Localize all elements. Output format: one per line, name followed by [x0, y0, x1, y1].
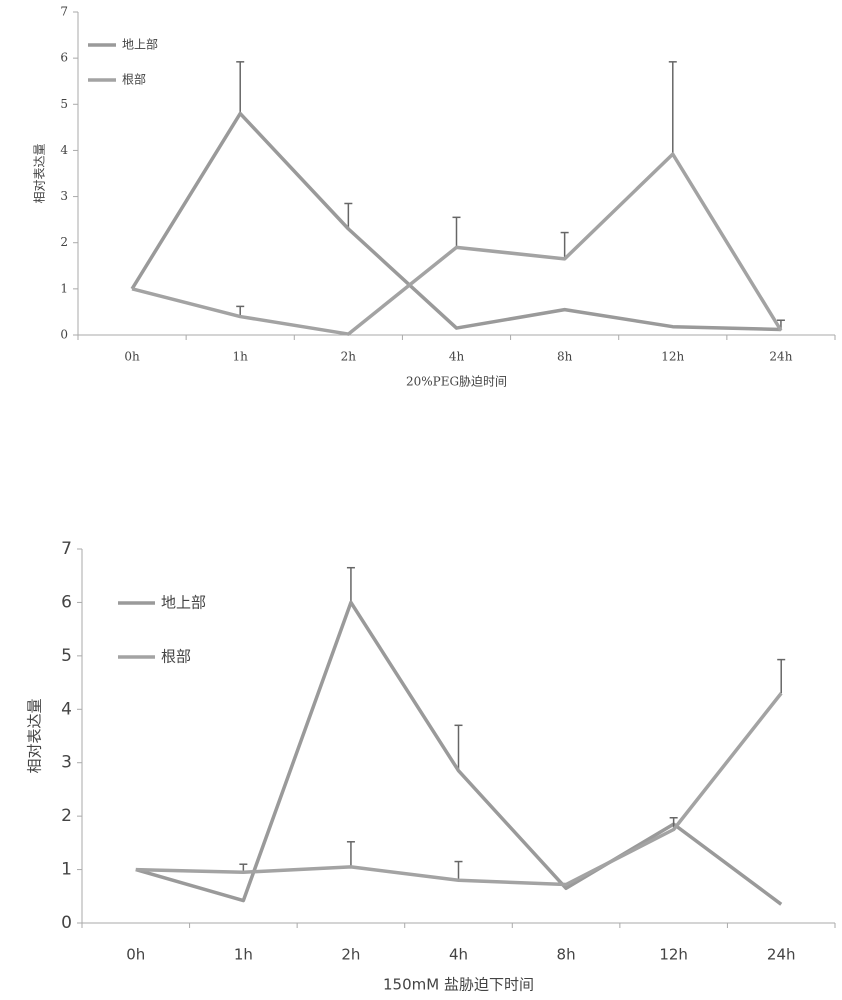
- error-bar: [454, 860, 463, 881]
- error-bar: [668, 61, 677, 155]
- legend-label: 地上部: [122, 37, 158, 52]
- error-bar: [346, 841, 355, 867]
- error-bar: [452, 216, 461, 248]
- y-axis-title: 相对表达量: [33, 143, 47, 203]
- y-tick-label: 7: [60, 5, 68, 19]
- y-tick-label: 2: [60, 235, 68, 249]
- legend-label: 地上部: [161, 594, 206, 612]
- y-tick-label: 3: [61, 753, 72, 773]
- x-tick-label: 1h: [234, 946, 253, 964]
- x-tick-label: 12h: [661, 350, 684, 364]
- legend-label: 根部: [161, 648, 191, 666]
- y-tick-label: 5: [60, 97, 68, 111]
- y-tick-label: 5: [61, 646, 72, 666]
- y-tick-label: 0: [61, 913, 72, 933]
- series-line: [135, 692, 783, 887]
- x-axis-title: 20%PEG胁迫时间: [406, 374, 507, 389]
- y-tick-label: 3: [60, 189, 68, 203]
- y-tick-label: 4: [60, 143, 68, 157]
- y-tick-label: 0: [60, 328, 68, 342]
- x-tick-label: 0h: [126, 946, 145, 964]
- x-tick-label: 2h: [341, 946, 360, 964]
- y-axis-title: 相对表达量: [26, 698, 44, 773]
- y-tick-label: 7: [61, 539, 72, 559]
- y-tick-label: 1: [60, 281, 68, 295]
- x-tick-label: 1h: [233, 350, 249, 364]
- x-tick-label: 2h: [341, 350, 357, 364]
- x-tick-label: 8h: [557, 946, 576, 964]
- y-tick-label: 1: [61, 860, 72, 880]
- legend-label: 根部: [122, 72, 146, 87]
- y-tick-label: 6: [60, 51, 68, 65]
- x-axis-title: 150mM 盐胁迫下时间: [383, 976, 534, 994]
- error-bar: [344, 202, 353, 229]
- y-tick-label: 2: [61, 806, 72, 826]
- y-tick-label: 4: [61, 699, 72, 719]
- x-tick-label: 24h: [769, 350, 792, 364]
- x-tick-label: 24h: [767, 946, 796, 964]
- x-tick-label: 12h: [659, 946, 688, 964]
- series-line: [130, 111, 781, 332]
- error-bar: [560, 231, 569, 259]
- x-tick-label: 4h: [449, 946, 468, 964]
- x-tick-label: 4h: [449, 350, 465, 364]
- error-bar: [454, 724, 463, 771]
- error-bar: [346, 566, 355, 603]
- error-bar: [777, 658, 786, 694]
- x-tick-label: 8h: [557, 350, 573, 364]
- error-bar: [236, 61, 245, 114]
- x-tick-label: 0h: [124, 350, 140, 364]
- y-tick-label: 6: [61, 592, 72, 612]
- series-line: [131, 152, 783, 336]
